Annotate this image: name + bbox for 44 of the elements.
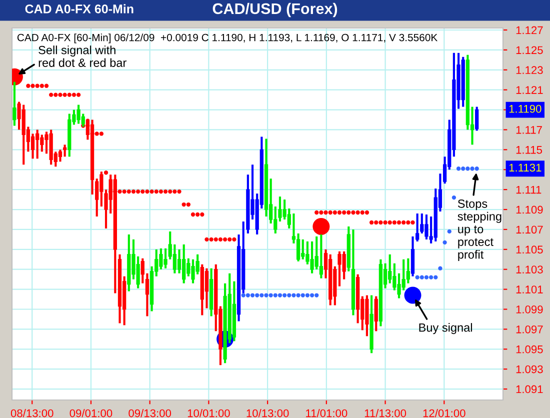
candlestick [58, 148, 62, 163]
x-tick-label: 11/01:00 [306, 409, 348, 418]
chart-subtitle: CAD A0-FX 60-Min [25, 4, 134, 14]
y-tick-label: 1.105 [516, 246, 543, 254]
y-tick-label: 1.099 [516, 306, 543, 314]
y-tick-label: 1.093 [516, 365, 543, 374]
annotation: 1.1131 [509, 164, 542, 172]
y-tick-label: 1.125 [516, 46, 543, 54]
x-tick-label: 10/01:00 [188, 409, 230, 418]
chart-title: CAD/USD (Forex) [212, 2, 338, 18]
candlestick [12, 80, 16, 127]
candlestick [172, 243, 177, 274]
candlestick [374, 295, 378, 332]
x-tick-label: 10/13:00 [246, 409, 289, 418]
annotation: Sell signal with red dot & red bar [38, 46, 126, 67]
y-tick-label: 1.101 [516, 286, 543, 294]
y-tick-label: 1.091 [516, 385, 543, 394]
candlestick [30, 132, 35, 160]
annotation: CAD A0-FX [60-Min] 06/12/09 +0.0019 C 1.1190, H 1.1193, L 1.1169, O 1.1171, V 3.5560K [17, 34, 438, 44]
y-tick-label: 1.095 [516, 345, 543, 354]
x-tick-label: 12/01:00 [423, 409, 466, 418]
candlestick [204, 267, 209, 310]
y-tick-label: 1.115 [516, 146, 542, 154]
x-tick-label: 11/13:00 [364, 409, 406, 418]
y-tick-label: 1.103 [516, 266, 543, 274]
candlestick [406, 257, 410, 284]
x-tick-label: 09/13:00 [128, 409, 172, 418]
candlestick [410, 235, 415, 278]
y-tick-label: 1.123 [516, 66, 543, 74]
x-tick-label: 08/13:00 [10, 409, 54, 418]
annotation: Stops stepping up to protect profit [458, 199, 502, 262]
y-tick-label: 1.121 [516, 86, 543, 94]
annotation: Buy signal [419, 323, 472, 334]
annotation: 1.1190 [509, 104, 542, 113]
x-tick-label: 09/01:00 [70, 409, 112, 418]
y-tick-label: 1.127 [516, 26, 543, 34]
y-tick-label: 1.111 [516, 186, 542, 194]
y-tick-label: 1.107 [516, 226, 543, 234]
y-tick-label: 1.097 [516, 325, 543, 334]
y-tick-label: 1.117 [516, 126, 542, 134]
candlestick [319, 233, 324, 280]
y-tick-label: 1.109 [516, 206, 543, 214]
candlestick [475, 106, 479, 132]
candlestick [62, 144, 67, 158]
